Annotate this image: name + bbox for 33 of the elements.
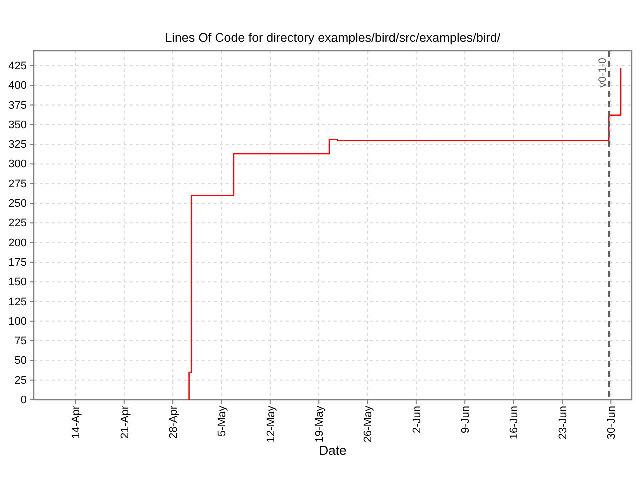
y-tick-label: 175 [8, 256, 27, 269]
chart-subtitle: Lines Of Code for directory examples/bird/src/examples/bird/ [165, 31, 502, 45]
x-tick-label: 12-May [265, 406, 278, 443]
x-axis-title: Date [319, 443, 347, 458]
y-tick-label: 75 [14, 336, 27, 348]
y-tick-label: 225 [8, 218, 27, 230]
y-tick-label: 0 [20, 394, 27, 407]
x-tick-label: 2-Jun [411, 406, 424, 434]
y-tick-label: 50 [14, 355, 27, 368]
x-tick-label: 30-Jun [606, 406, 618, 440]
x-tick-label: 21-Apr [119, 406, 132, 440]
x-tick-label: 14-Apr [70, 406, 83, 440]
x-tick-label: 9-Jun [460, 406, 472, 434]
y-tick-label: 100 [8, 316, 27, 328]
y-tick-label: 125 [8, 296, 27, 308]
y-tick-label: 325 [8, 139, 27, 152]
y-tick-label: 350 [8, 119, 27, 132]
y-tick-label: 300 [8, 158, 27, 171]
y-tick-label: 400 [8, 80, 27, 92]
ref-line-label: v0-1-0 [597, 58, 610, 88]
y-tick-label: 150 [8, 276, 27, 289]
x-tick-label: 5-May [216, 406, 229, 437]
x-tick-label: 16-Jun [508, 406, 521, 440]
y-tick-label: 425 [8, 60, 27, 72]
x-tick-label: 28-Apr [168, 406, 180, 440]
y-tick-label: 250 [8, 198, 27, 210]
y-tick-label: 25 [14, 374, 27, 387]
x-tick-label: 19-May [314, 406, 326, 443]
y-tick-label: 200 [8, 237, 27, 250]
y-tick-label: 375 [8, 100, 27, 112]
y-tick-label: 275 [8, 178, 27, 190]
x-tick-label: 23-Jun [557, 406, 570, 440]
x-tick-label: 26-May [362, 406, 375, 443]
